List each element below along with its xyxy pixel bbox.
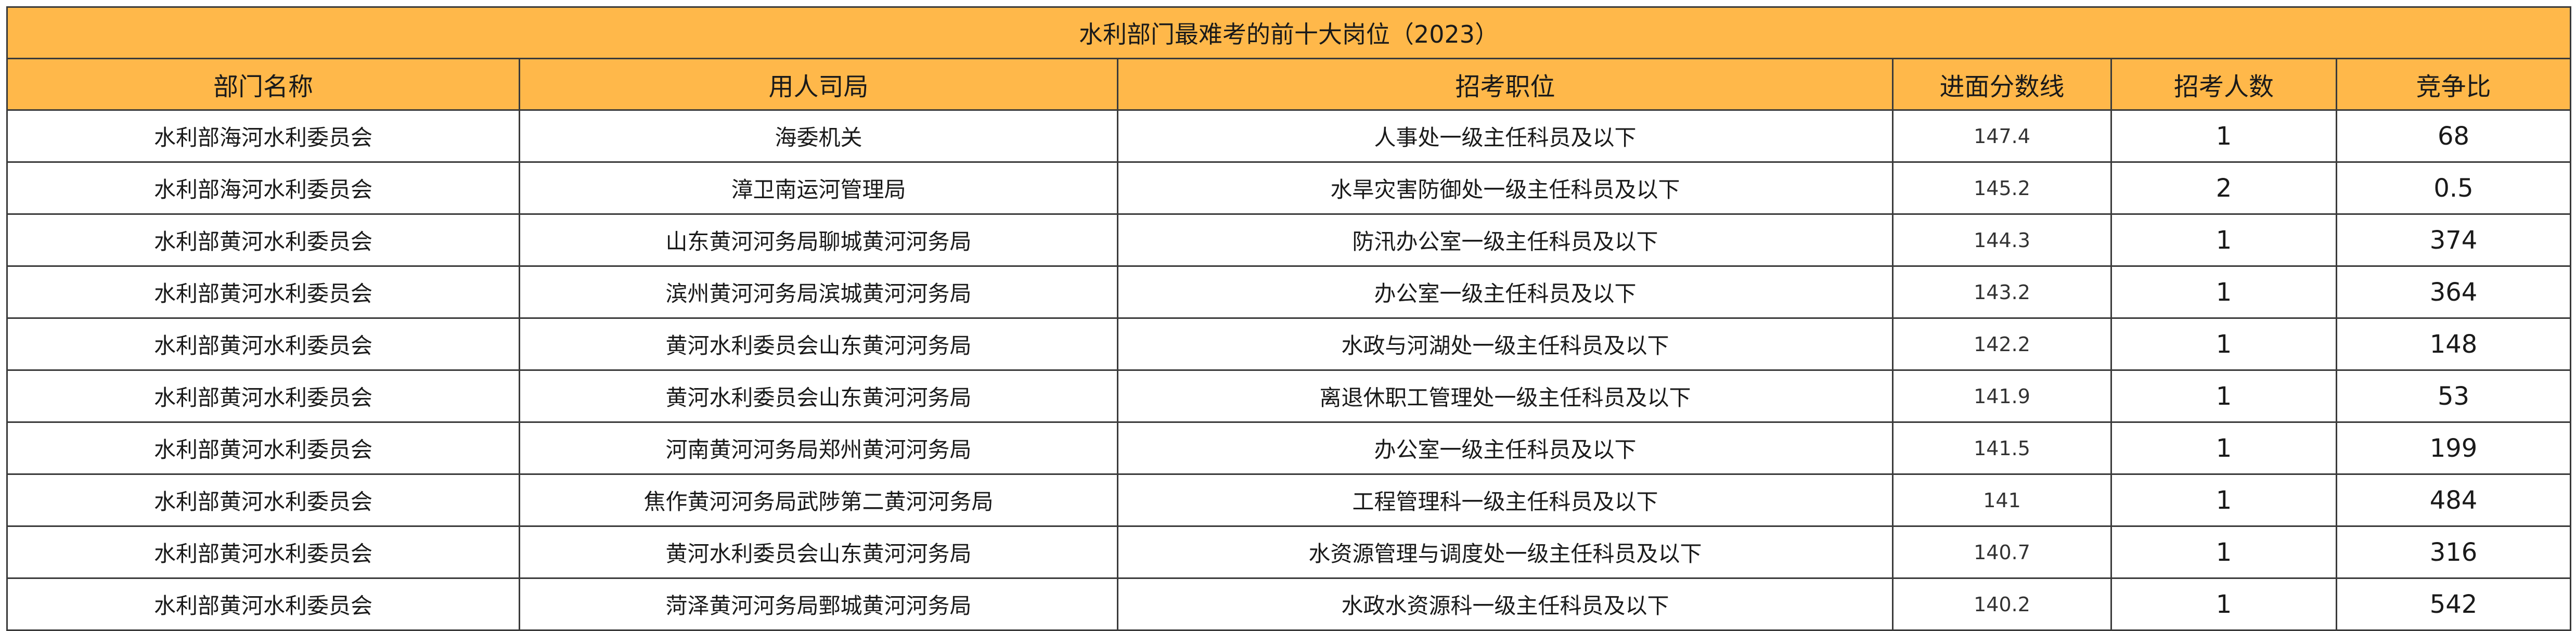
competition-ratio-cell[interactable]: 148 [2335,317,2572,371]
interview-score-cell[interactable]: 141 [1892,473,2112,527]
hiring-count-cell[interactable]: 1 [2110,577,2337,631]
department-cell[interactable]: 水利部黄河水利委员会 [6,473,520,527]
interview-score-cell[interactable]: 143.2 [1892,265,2112,319]
column-header-department[interactable]: 部门名称 [6,58,520,111]
table-row: 水利部黄河水利委员会 黄河水利委员会山东黄河河务局 水资源管理与调度处一级主任科员及… [6,525,2572,579]
competition-ratio-cell[interactable]: 53 [2335,369,2572,423]
position-cell[interactable]: 水政与河湖处一级主任科员及以下 [1117,317,1894,371]
header-row: 部门名称 用人司局 招考职位 进面分数线 招考人数 竞争比 [6,58,2572,111]
department-cell[interactable]: 水利部黄河水利委员会 [6,369,520,423]
interview-score-cell[interactable]: 144.3 [1892,213,2112,267]
department-cell[interactable]: 水利部黄河水利委员会 [6,317,520,371]
hiring-bureau-cell[interactable]: 黄河水利委员会山东黄河河务局 [519,369,1118,423]
hiring-count-cell[interactable]: 2 [2110,161,2337,215]
position-cell[interactable]: 水资源管理与调度处一级主任科员及以下 [1117,525,1894,579]
competition-ratio-cell[interactable]: 316 [2335,525,2572,579]
competition-ratio-cell[interactable]: 364 [2335,265,2572,319]
interview-score-cell[interactable]: 141.5 [1892,421,2112,475]
competition-ratio-cell[interactable]: 68 [2335,109,2572,163]
hiring-bureau-cell[interactable]: 河南黄河河务局郑州黄河河务局 [519,421,1118,475]
hiring-bureau-cell[interactable]: 黄河水利委员会山东黄河河务局 [519,525,1118,579]
table-row: 水利部黄河水利委员会 河南黄河河务局郑州黄河河务局 办公室一级主任科员及以下 141.… [6,421,2572,475]
hiring-count-cell[interactable]: 1 [2110,369,2337,423]
hiring-bureau-cell[interactable]: 山东黄河河务局聊城黄河河务局 [519,213,1118,267]
hiring-bureau-cell[interactable]: 漳卫南运河管理局 [519,161,1118,215]
hiring-bureau-cell[interactable]: 焦作黄河河务局武陟第二黄河河务局 [519,473,1118,527]
position-cell[interactable]: 防汛办公室一级主任科员及以下 [1117,213,1894,267]
table-row: 水利部海河水利委员会 海委机关 人事处一级主任科员及以下 147.4 1 68 [6,109,2572,163]
positions-table: 水利部门最难考的前十大岗位（2023） 部门名称 用人司局 招考职位 进面分数线… [6,6,2572,631]
hiring-count-cell[interactable]: 1 [2110,109,2337,163]
table-title: 水利部门最难考的前十大岗位（2023） [6,6,2572,59]
hiring-count-cell[interactable]: 1 [2110,421,2337,475]
hiring-count-cell[interactable]: 1 [2110,473,2337,527]
hiring-bureau-cell[interactable]: 滨州黄河河务局滨城黄河河务局 [519,265,1118,319]
position-cell[interactable]: 办公室一级主任科员及以下 [1117,265,1894,319]
department-cell[interactable]: 水利部海河水利委员会 [6,161,520,215]
table-row: 水利部黄河水利委员会 菏泽黄河河务局鄄城黄河河务局 水政水资源科一级主任科员及以下 1… [6,577,2572,631]
column-header-hiring-bureau[interactable]: 用人司局 [519,58,1118,111]
column-header-competition-ratio[interactable]: 竞争比 [2335,58,2572,111]
interview-score-cell[interactable]: 145.2 [1892,161,2112,215]
department-cell[interactable]: 水利部黄河水利委员会 [6,577,520,631]
position-cell[interactable]: 水旱灾害防御处一级主任科员及以下 [1117,161,1894,215]
interview-score-cell[interactable]: 140.2 [1892,577,2112,631]
competition-ratio-cell[interactable]: 484 [2335,473,2572,527]
position-cell[interactable]: 离退休职工管理处一级主任科员及以下 [1117,369,1894,423]
table-row: 水利部黄河水利委员会 黄河水利委员会山东黄河河务局 水政与河湖处一级主任科员及以下 1… [6,317,2572,371]
interview-score-cell[interactable]: 140.7 [1892,525,2112,579]
department-cell[interactable]: 水利部黄河水利委员会 [6,265,520,319]
hiring-count-cell[interactable]: 1 [2110,213,2337,267]
table-row: 水利部海河水利委员会 漳卫南运河管理局 水旱灾害防御处一级主任科员及以下 145.2 2… [6,161,2572,215]
hiring-count-cell[interactable]: 1 [2110,317,2337,371]
department-cell[interactable]: 水利部海河水利委员会 [6,109,520,163]
table-row: 水利部黄河水利委员会 滨州黄河河务局滨城黄河河务局 办公室一级主任科员及以下 143.… [6,265,2572,319]
table-row: 水利部黄河水利委员会 焦作黄河河务局武陟第二黄河河务局 工程管理科一级主任科员及以下… [6,473,2572,527]
interview-score-cell[interactable]: 142.2 [1892,317,2112,371]
hiring-bureau-cell[interactable]: 菏泽黄河河务局鄄城黄河河务局 [519,577,1118,631]
competition-ratio-cell[interactable]: 0.5 [2335,161,2572,215]
department-cell[interactable]: 水利部黄河水利委员会 [6,213,520,267]
table-row: 水利部黄河水利委员会 黄河水利委员会山东黄河河务局 离退休职工管理处一级主任科员及以… [6,369,2572,423]
hiring-count-cell[interactable]: 1 [2110,265,2337,319]
interview-score-cell[interactable]: 147.4 [1892,109,2112,163]
interview-score-cell[interactable]: 141.9 [1892,369,2112,423]
position-cell[interactable]: 办公室一级主任科员及以下 [1117,421,1894,475]
column-header-hiring-count[interactable]: 招考人数 [2110,58,2337,111]
department-cell[interactable]: 水利部黄河水利委员会 [6,421,520,475]
competition-ratio-cell[interactable]: 199 [2335,421,2572,475]
table-row: 水利部黄河水利委员会 山东黄河河务局聊城黄河河务局 防汛办公室一级主任科员及以下 14… [6,213,2572,267]
hiring-bureau-cell[interactable]: 黄河水利委员会山东黄河河务局 [519,317,1118,371]
spreadsheet-table-container: 水利部门最难考的前十大岗位（2023） 部门名称 用人司局 招考职位 进面分数线… [6,6,2572,631]
competition-ratio-cell[interactable]: 374 [2335,213,2572,267]
hiring-count-cell[interactable]: 1 [2110,525,2337,579]
position-cell[interactable]: 水政水资源科一级主任科员及以下 [1117,577,1894,631]
column-header-position[interactable]: 招考职位 [1117,58,1894,111]
position-cell[interactable]: 人事处一级主任科员及以下 [1117,109,1894,163]
column-header-interview-score[interactable]: 进面分数线 [1892,58,2112,111]
hiring-bureau-cell[interactable]: 海委机关 [519,109,1118,163]
title-row: 水利部门最难考的前十大岗位（2023） [6,6,2572,59]
department-cell[interactable]: 水利部黄河水利委员会 [6,525,520,579]
competition-ratio-cell[interactable]: 542 [2335,577,2572,631]
position-cell[interactable]: 工程管理科一级主任科员及以下 [1117,473,1894,527]
